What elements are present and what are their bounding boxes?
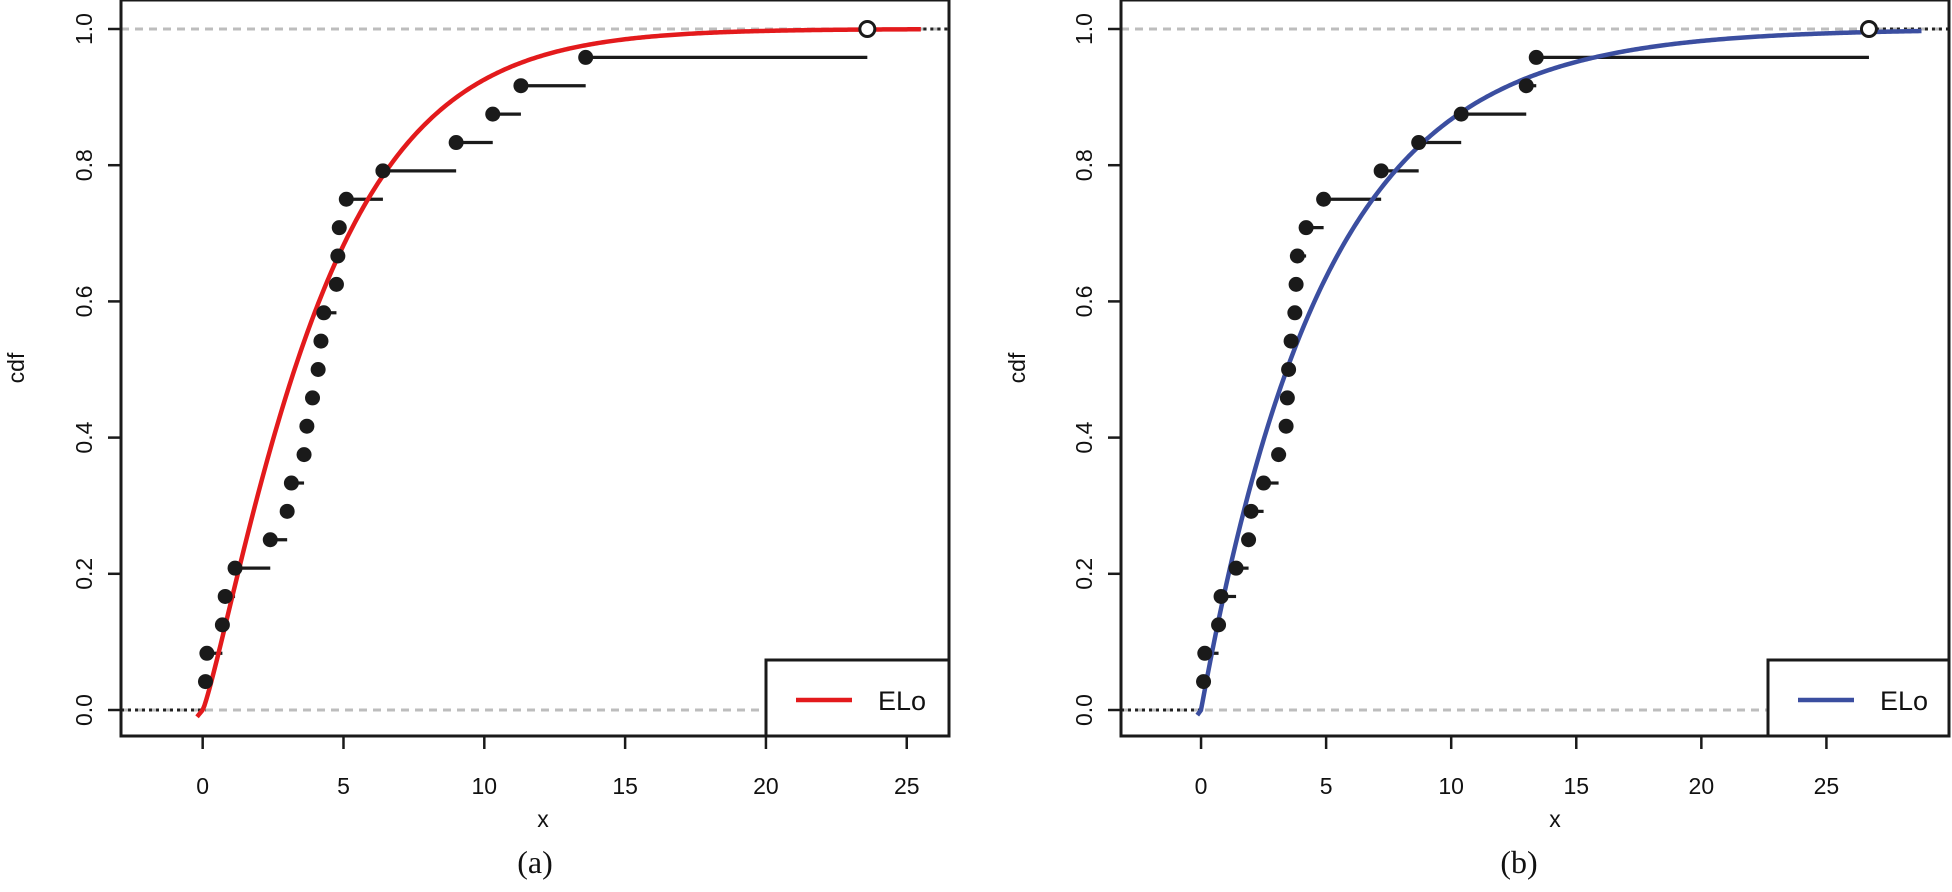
x-tick-label: 0 xyxy=(196,773,209,799)
ecdf-point xyxy=(578,49,594,65)
ecdf-point xyxy=(1279,390,1295,406)
ecdf-point xyxy=(1213,588,1229,604)
y-tick-label: 0.4 xyxy=(71,421,97,453)
x-tick-label: 15 xyxy=(1563,773,1589,799)
panel-caption: (a) xyxy=(517,844,553,880)
x-tick-label: 15 xyxy=(612,773,638,799)
ecdf-point xyxy=(316,305,332,321)
ecdf-point xyxy=(283,475,299,491)
y-tick-label: 0.2 xyxy=(71,558,97,590)
ecdf-point xyxy=(330,248,346,264)
ecdf-point xyxy=(1243,503,1259,519)
y-tick-label: 0.4 xyxy=(1071,421,1097,453)
ecdf-point xyxy=(1278,418,1294,434)
x-tick-label: 10 xyxy=(472,773,498,799)
ecdf-point xyxy=(1373,163,1389,179)
plot-frame xyxy=(1119,0,1951,738)
ecdf-point xyxy=(305,390,321,406)
ecdf-point xyxy=(375,163,391,179)
ecdf-point xyxy=(1196,674,1212,690)
x-tick-label: 20 xyxy=(753,773,779,799)
y-axis-label: cdf xyxy=(1004,352,1030,383)
x-tick-label: 5 xyxy=(337,773,350,799)
fitted-curve-elo xyxy=(1195,28,1922,717)
ecdf-open-point xyxy=(1859,20,1878,38)
ecdf-point xyxy=(217,588,233,604)
ecdf-point xyxy=(1411,135,1427,151)
ecdf-point xyxy=(1283,333,1299,349)
plot-area xyxy=(1121,20,1949,717)
ecdf-point xyxy=(1528,49,1544,65)
ecdf-point xyxy=(1281,362,1297,377)
plot-area xyxy=(121,20,949,719)
ecdf-point xyxy=(310,362,326,377)
ecdf-point xyxy=(1298,220,1314,236)
ecdf-point xyxy=(338,191,354,207)
x-axis-label: x xyxy=(537,806,549,832)
ecdf-point xyxy=(1287,305,1303,321)
y-tick-label: 0.8 xyxy=(1071,149,1097,181)
ecdf-point xyxy=(448,135,464,151)
ecdf-point xyxy=(485,106,501,122)
y-axis-label: cdf xyxy=(3,352,29,383)
y-tick-label: 0.6 xyxy=(71,285,97,317)
x-tick-label: 5 xyxy=(1320,773,1333,799)
ecdf-point xyxy=(513,78,529,94)
x-tick-label: 25 xyxy=(894,773,920,799)
ecdf-point xyxy=(1288,276,1304,292)
x-tick-label: 20 xyxy=(1689,773,1715,799)
ecdf-point xyxy=(313,333,329,349)
ecdf-point xyxy=(1316,191,1332,207)
x-tick-label: 0 xyxy=(1195,773,1208,799)
y-tick-label: 0.2 xyxy=(1071,558,1097,590)
y-tick-label: 0.0 xyxy=(71,694,97,726)
x-axis-label: x xyxy=(1549,806,1561,832)
ecdf-point xyxy=(331,220,347,236)
plot-frame xyxy=(119,0,951,738)
y-tick-label: 0.8 xyxy=(71,149,97,181)
chart-b: 0 5 10 15 20 25 0.0 0.2 0.4 0.6 0.8 1.0 x cdf ELo (b) xyxy=(1004,0,1951,880)
ecdf-point xyxy=(197,674,213,690)
ecdf-point xyxy=(1211,617,1227,633)
y-tick-label: 0.6 xyxy=(1071,285,1097,317)
ecdf-point xyxy=(1256,475,1272,491)
ecdf-point xyxy=(296,447,312,463)
legend-label: ELo xyxy=(878,686,926,716)
ecdf-point xyxy=(1518,78,1534,94)
x-tick-label: 25 xyxy=(1814,773,1840,799)
ecdf-point xyxy=(227,560,243,576)
ecdf-point xyxy=(214,617,230,633)
ecdf-point xyxy=(299,418,315,434)
ecdf-point xyxy=(262,532,278,548)
ecdf-point xyxy=(279,503,295,519)
legend-label: ELo xyxy=(1880,686,1928,716)
x-tick-label: 10 xyxy=(1438,773,1464,799)
y-tick-label: 1.0 xyxy=(71,13,97,45)
ecdf-point xyxy=(1271,447,1287,463)
panel-caption: (b) xyxy=(1500,844,1537,880)
ecdf-point xyxy=(1241,532,1257,548)
chart-a: 0 5 10 15 20 25 0.0 0.2 0.4 0.6 0.8 1.0 x cdf ELo (a) xyxy=(3,0,951,880)
y-tick-label: 0.0 xyxy=(1071,694,1097,726)
ecdf-point xyxy=(1197,645,1213,661)
ecdf-point xyxy=(1453,106,1469,122)
y-tick-label: 1.0 xyxy=(1071,13,1097,45)
ecdf-point xyxy=(328,276,344,292)
ecdf-point xyxy=(1228,560,1244,576)
ecdf-point xyxy=(199,645,215,661)
ecdf-open-point xyxy=(858,20,877,38)
fitted-curve-elo xyxy=(195,27,921,719)
ecdf-point xyxy=(1289,248,1305,264)
